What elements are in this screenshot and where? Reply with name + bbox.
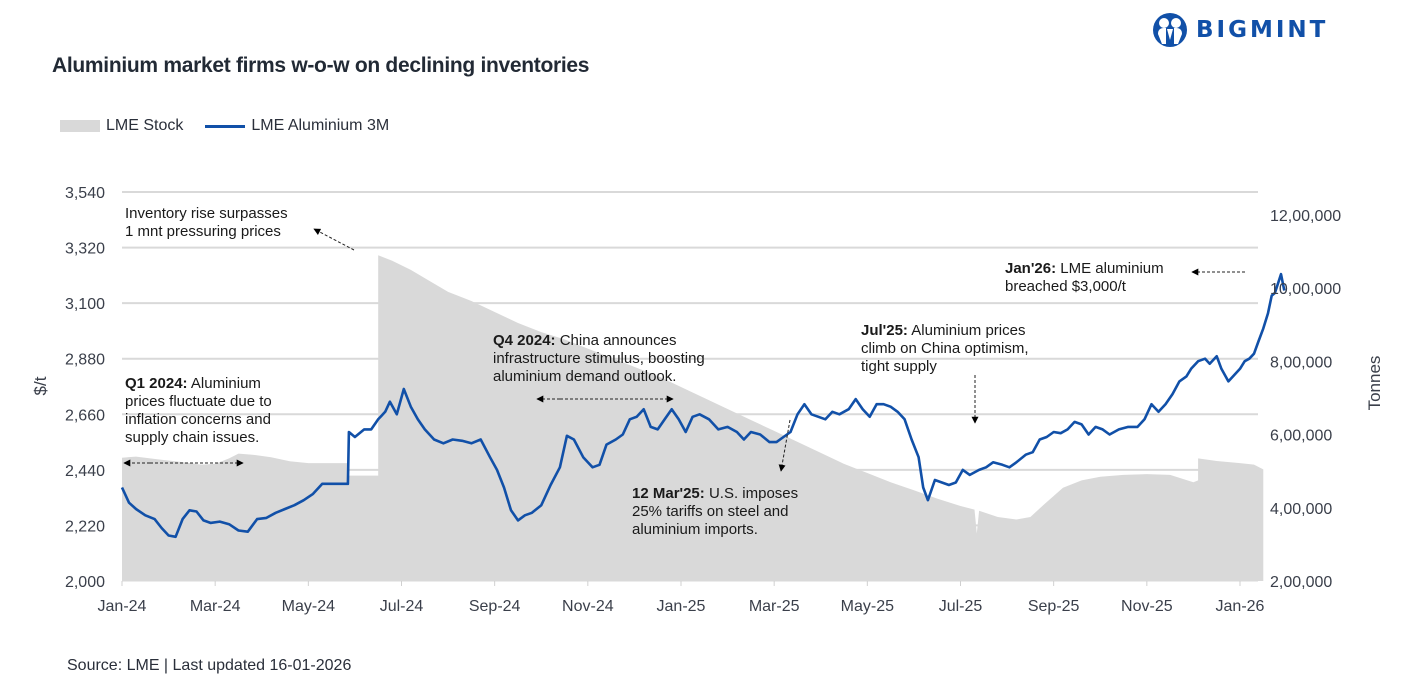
annotation-line: Q1 2024: Aluminium xyxy=(125,375,261,392)
annotation-line: Jan'26: LME aluminium xyxy=(1005,260,1164,277)
annotation-line: 25% tariffs on steel and xyxy=(632,503,789,520)
annotation-text: Aluminium prices xyxy=(908,322,1026,339)
annotation-bold: Q1 2024: xyxy=(125,375,188,392)
brand-logo: BIGMINT xyxy=(1152,10,1328,50)
y2-tick-label: 12,00,000 xyxy=(1270,208,1341,225)
annotation-line: prices fluctuate due to xyxy=(125,393,272,410)
annotation-bold: Jan'26: xyxy=(1005,260,1056,277)
y-tick-label: 3,320 xyxy=(65,241,105,258)
annotation-arrow-inventory xyxy=(313,228,355,251)
annotation-line: Inventory rise surpasses xyxy=(125,205,288,222)
y2-tick-label: 8,00,000 xyxy=(1270,354,1332,371)
annotation-line: 1 mnt pressuring prices xyxy=(125,223,281,240)
annotation-line: supply chain issues. xyxy=(125,429,259,446)
annotation-bold: Jul'25: xyxy=(861,322,908,339)
annotation-bold: 12 Mar'25: xyxy=(632,485,705,502)
y-tick-label: 2,220 xyxy=(65,518,105,535)
annotation-line: tight supply xyxy=(861,358,937,375)
x-tick-label: May-25 xyxy=(841,598,894,615)
x-tick-label: Jan-24 xyxy=(98,598,147,615)
y-tick-label: 2,440 xyxy=(65,463,105,480)
annotation-line: Q4 2024: China announces xyxy=(493,332,676,349)
annotation-line: aluminium demand outlook. xyxy=(493,368,676,385)
x-tick-label: Nov-25 xyxy=(1121,598,1173,615)
annotation-line: climb on China optimism, xyxy=(861,340,1029,357)
legend-label-stock: LME Stock xyxy=(106,117,184,134)
x-tick-label: Jan-26 xyxy=(1216,598,1265,615)
x-tick-label: Mar-25 xyxy=(749,598,800,615)
chart-title: Aluminium market firms w-o-w on declinin… xyxy=(52,54,590,77)
x-tick-label: Jul-25 xyxy=(939,598,983,615)
lme-aluminium-3m-line xyxy=(120,272,1286,539)
y-tick-label: 3,540 xyxy=(65,185,105,202)
x-tick-label: Sep-24 xyxy=(469,598,521,615)
annotation-line: inflation concerns and xyxy=(125,411,271,428)
y2-axis-title: Tonnes xyxy=(1365,356,1384,411)
y-tick-label: 2,660 xyxy=(65,407,105,424)
y-axis-title: $/t xyxy=(31,376,50,395)
x-tick-label: Jul-24 xyxy=(380,598,424,615)
annotation-arrow-tariff xyxy=(778,419,791,472)
people-circle-icon xyxy=(1153,13,1187,47)
annotation-text: China announces xyxy=(556,332,677,349)
legend-swatch-price xyxy=(205,124,246,128)
x-tick-label: Mar-24 xyxy=(190,598,241,615)
annotation-line: aluminium imports. xyxy=(632,521,758,538)
legend-label-price: LME Aluminium 3M xyxy=(251,117,390,134)
legend-swatch-stock xyxy=(60,120,100,132)
y2-tick-label: 6,00,000 xyxy=(1270,428,1332,445)
source-note: Source: LME | Last updated 16-01-2026 xyxy=(67,657,352,674)
y2-tick-label: 2,00,000 xyxy=(1270,574,1332,591)
y2-tick-label: 10,00,000 xyxy=(1270,281,1341,298)
x-tick-label: Jan-25 xyxy=(657,598,706,615)
annotation-text: U.S. imposes xyxy=(705,485,798,502)
y-tick-label: 2,880 xyxy=(65,352,105,369)
annotation-text: Aluminium xyxy=(188,375,261,392)
legend: LME Stock LME Aluminium 3M xyxy=(60,117,389,135)
brand-name: BIGMINT xyxy=(1196,17,1329,43)
annotation-line: Jul'25: Aluminium prices xyxy=(861,322,1025,339)
annotation-bold: Q4 2024: xyxy=(493,332,556,349)
y-tick-label: 2,000 xyxy=(65,574,105,591)
annotation-line: breached $3,000/t xyxy=(1005,278,1127,295)
x-tick-label: May-24 xyxy=(282,598,335,615)
x-tick-label: Nov-24 xyxy=(562,598,614,615)
annotation-line: infrastructure stimulus, boosting xyxy=(493,350,705,367)
y-tick-label: 3,100 xyxy=(65,296,105,313)
annotation-text: LME aluminium xyxy=(1056,260,1164,277)
annotation-line: 12 Mar'25: U.S. imposes xyxy=(632,485,798,502)
y2-tick-label: 4,00,000 xyxy=(1270,501,1332,518)
x-tick-label: Sep-25 xyxy=(1028,598,1080,615)
